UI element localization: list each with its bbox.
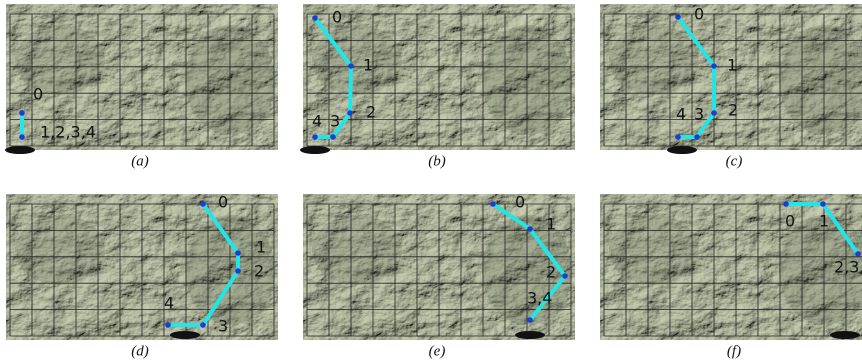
waypoint (527, 226, 533, 232)
node-label: 2 (254, 262, 264, 281)
node-label: 0 (33, 85, 43, 104)
node-label: 1 (727, 56, 737, 75)
base-marker (667, 146, 697, 154)
base-marker (5, 146, 35, 154)
panel: 0 1 2 3 4 (d) (6, 193, 278, 360)
waypoint (490, 201, 496, 207)
caption: (b) (428, 153, 446, 169)
node-label: 3 (218, 317, 228, 336)
waypoint (165, 322, 171, 328)
node-label: 0 (332, 8, 342, 27)
node-label: 1 (363, 56, 373, 75)
caption: (c) (726, 153, 743, 169)
node-label: 0 (785, 212, 795, 231)
waypoint (347, 110, 353, 116)
node-label: 4 (676, 105, 686, 124)
waypoint (783, 201, 789, 207)
node-label: 2 (728, 101, 738, 120)
waypoint (694, 134, 700, 140)
base-marker (830, 331, 860, 339)
map-shade (312, 215, 402, 285)
base-marker (515, 331, 545, 339)
node-label: 1 (819, 212, 829, 231)
waypoint (235, 250, 241, 256)
node-label: 3,4 (527, 289, 552, 308)
waypoint (855, 251, 861, 257)
node-label: 4 (164, 294, 174, 313)
node-label: 1 (546, 215, 556, 234)
map-shade (609, 215, 699, 285)
node-label: 3 (330, 112, 340, 131)
base-marker (300, 146, 330, 154)
node-label: 1,2,3,4 (40, 123, 96, 142)
node-label: 0 (515, 193, 525, 212)
waypoint (19, 134, 25, 140)
base-marker (170, 331, 200, 339)
waypoint (675, 14, 681, 20)
waypoint (19, 110, 25, 116)
waypoint (348, 63, 354, 69)
waypoint (200, 322, 206, 328)
waypoint (527, 317, 533, 323)
node-label: 3 (694, 105, 704, 124)
node-label: 2 (366, 103, 376, 122)
panel: 0 1 2 34 (c) (600, 4, 862, 169)
panel: 0 1,2,3,4 (a) (6, 4, 278, 169)
caption: (a) (131, 153, 149, 169)
node-label: 1 (256, 238, 266, 257)
map-shade (609, 25, 699, 95)
map-shade (15, 25, 105, 95)
waypoint (711, 110, 717, 116)
caption: (d) (131, 343, 149, 359)
waypoint (312, 134, 318, 140)
waypoint (675, 134, 681, 140)
node-label: 4 (312, 112, 322, 131)
map-shade (15, 215, 105, 285)
caption: (f) (727, 343, 741, 359)
node-label: 0 (218, 193, 228, 212)
waypoint (820, 201, 826, 207)
node-label: 2 (546, 263, 556, 282)
panel: 0 1 2,3,4 (f) (600, 194, 862, 359)
map-shade (312, 25, 402, 95)
panel: 0 1 2 34 (b) (303, 4, 575, 169)
figure: 01,2,3,4(a)01234(b)01234(c)01234(d)0123,… (0, 0, 862, 364)
waypoint (312, 15, 318, 21)
caption: (e) (429, 343, 446, 359)
waypoint (562, 273, 568, 279)
node-label: 0 (694, 5, 704, 24)
waypoint (330, 134, 336, 140)
node-label: 2,3,4 (834, 258, 862, 277)
waypoint (711, 63, 717, 69)
waypoint (200, 201, 206, 207)
waypoint (235, 268, 241, 274)
